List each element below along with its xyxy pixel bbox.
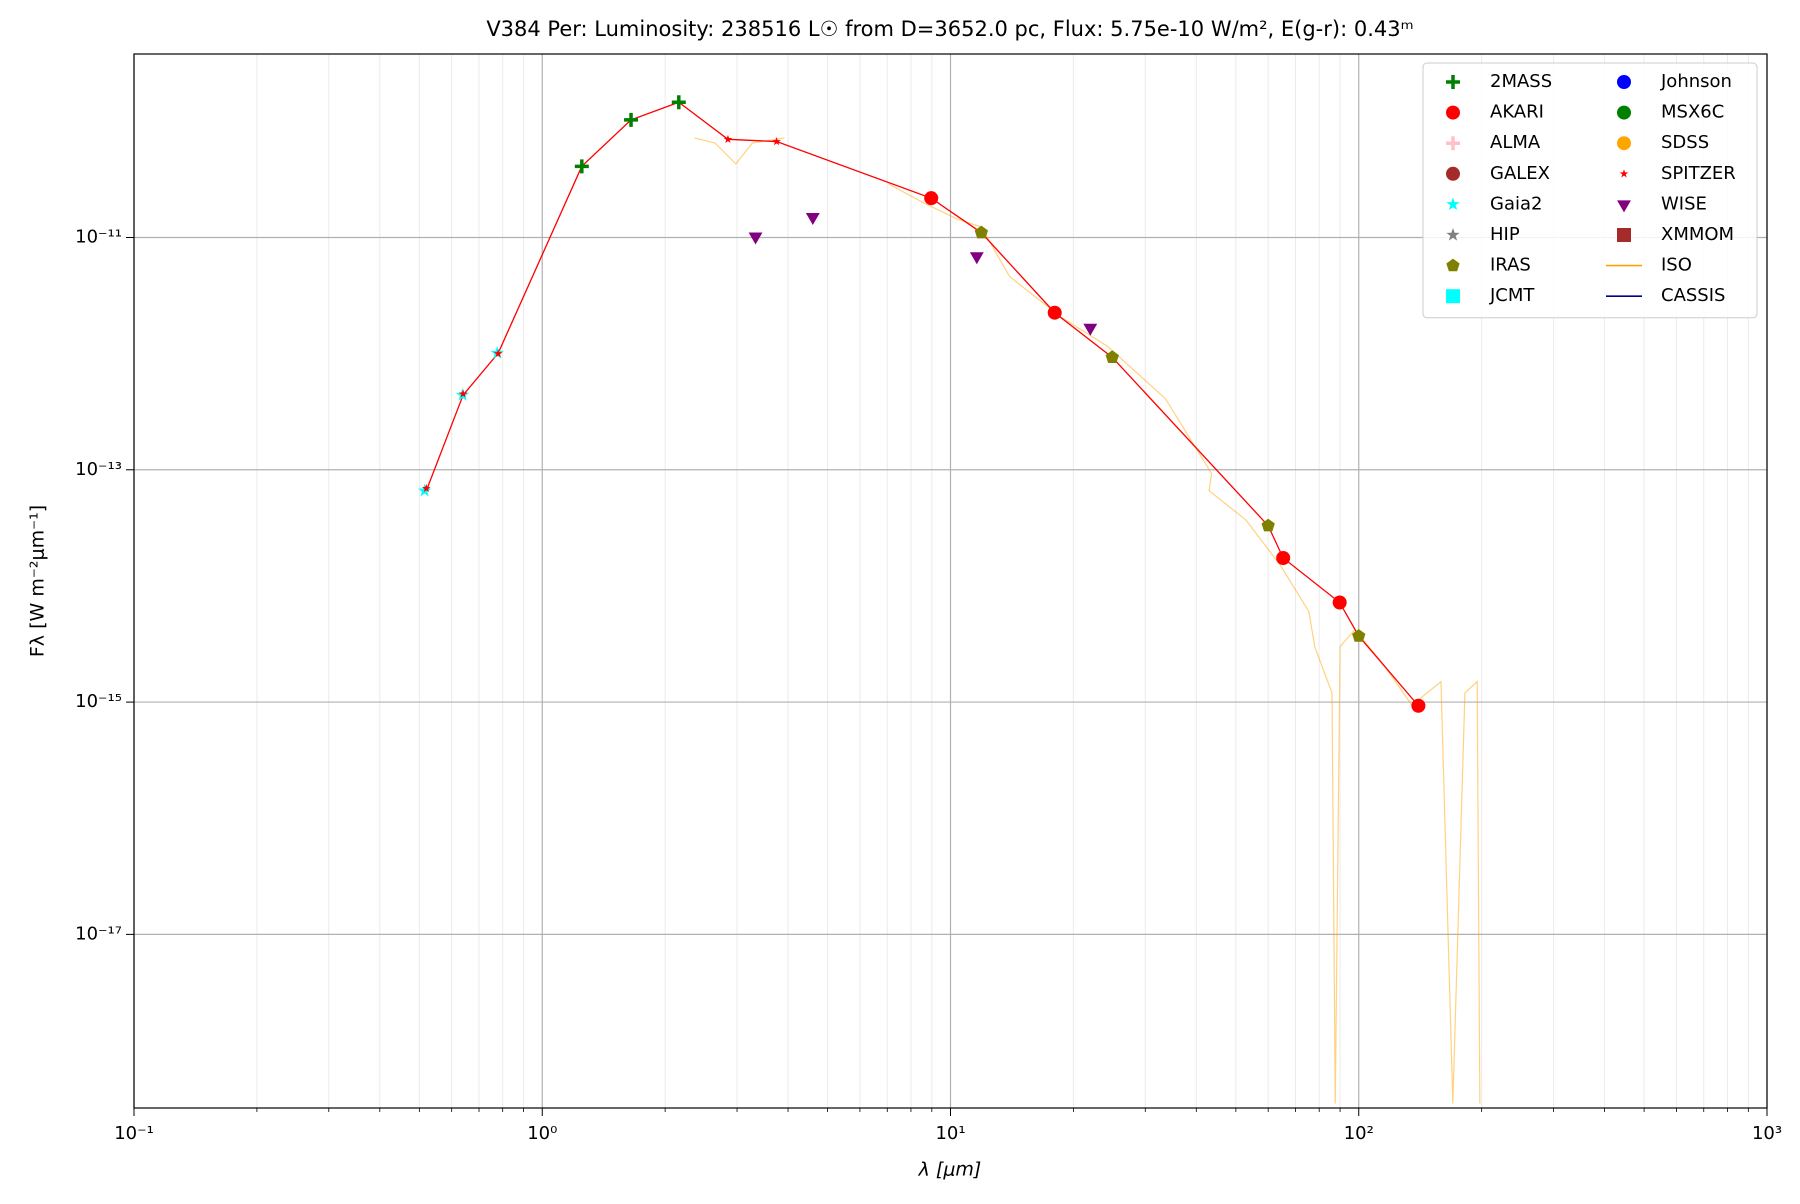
marker-star	[1446, 228, 1460, 241]
marker-plus	[624, 112, 639, 127]
marker-circle	[1332, 595, 1347, 610]
legend-label: 2MASS	[1490, 71, 1552, 92]
y-tick-label: 10⁻¹³	[75, 459, 122, 480]
y-tick-label: 10⁻¹¹	[75, 226, 122, 247]
x-tick-label: 10²	[1344, 1123, 1374, 1144]
legend-label: Gaia2	[1490, 193, 1542, 214]
marker-circle	[1276, 550, 1291, 565]
marker-plus	[671, 95, 686, 110]
legend-label: CASSIS	[1661, 285, 1725, 306]
legend-label: XMMOM	[1661, 224, 1734, 245]
legend-label: SDSS	[1661, 132, 1709, 153]
marker-pentagon	[974, 225, 988, 239]
marker-square	[1617, 228, 1631, 242]
y-tick-label: 10⁻¹⁵	[75, 691, 122, 712]
marker-triangle	[969, 252, 984, 265]
legend-label: AKARI	[1490, 102, 1544, 123]
marker-circle	[1047, 305, 1062, 320]
marker-plus	[574, 159, 589, 174]
marker-pentagon	[1446, 258, 1460, 272]
marker-star	[1446, 197, 1460, 211]
legend-label: Johnson	[1660, 71, 1732, 92]
x-tick-label: 10⁰	[527, 1123, 557, 1144]
marker-star	[723, 134, 733, 143]
chart-title: V384 Per: Luminosity: 238516 L☉ from D=3…	[486, 17, 1413, 41]
marker-square	[1446, 289, 1460, 304]
marker-triangle	[1617, 200, 1631, 213]
legend-label: MSX6C	[1661, 102, 1724, 123]
marker-circle	[924, 191, 939, 206]
legend-label: WISE	[1661, 193, 1707, 214]
marker-circle	[1617, 136, 1631, 151]
marker-circle	[1617, 105, 1631, 120]
marker-circle	[1446, 166, 1460, 181]
x-tick-label: 10¹	[935, 1123, 965, 1144]
legend-label: JCMT	[1489, 285, 1535, 306]
marker-star	[422, 484, 431, 493]
x-axis-label: λ [μm]	[918, 1159, 982, 1181]
y-tick-label: 10⁻¹⁷	[75, 923, 122, 944]
spectrum-line	[888, 183, 1481, 1104]
marker-pentagon	[1105, 350, 1119, 363]
axes-frame	[133, 53, 1768, 1109]
x-tick-label: 10³	[1752, 1123, 1782, 1144]
legend-label: IRAS	[1490, 255, 1531, 276]
legend-label: SPITZER	[1661, 163, 1736, 184]
marker-triangle	[1083, 323, 1098, 336]
marker-pentagon	[1352, 629, 1366, 642]
marker-circle	[1446, 105, 1460, 120]
marker-star	[1619, 169, 1629, 178]
marker-triangle	[748, 232, 763, 245]
legend-label: HIP	[1490, 224, 1520, 245]
plot-area	[417, 95, 1481, 1104]
y-axis-label: Fλ [W m⁻²μm⁻¹]	[27, 505, 49, 657]
legend-label: GALEX	[1490, 163, 1550, 184]
marker-star	[458, 389, 468, 398]
marker-star	[493, 349, 503, 358]
marker-triangle	[805, 213, 820, 226]
marker-circle	[1411, 698, 1426, 713]
marker-plus	[1446, 75, 1460, 89]
marker-pentagon	[1261, 518, 1275, 532]
legend-label: ISO	[1661, 255, 1692, 276]
marker-plus	[1446, 136, 1460, 151]
legend-box	[1422, 62, 1758, 319]
marker-star	[772, 137, 781, 146]
marker-circle	[1617, 75, 1631, 89]
x-tick-label: 10⁻¹	[114, 1123, 154, 1144]
legend: 2MASS AKARI ALMA GALEX Gaia2 HIP IRAS JCMT Johns…	[1422, 62, 1758, 319]
legend-label: ALMA	[1490, 132, 1541, 153]
